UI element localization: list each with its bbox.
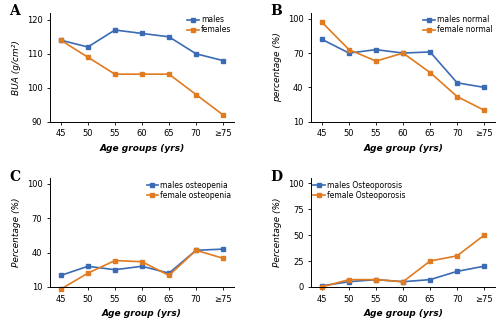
female normal — [346, 48, 352, 52]
females — [58, 38, 64, 42]
females — [166, 72, 172, 76]
males Osteoporosis — [346, 280, 352, 284]
males — [112, 28, 118, 32]
males osteopenia — [112, 268, 118, 272]
female osteopenia — [220, 256, 226, 260]
males osteopenia — [85, 264, 91, 268]
female osteopenia — [193, 248, 199, 252]
males normal — [481, 85, 487, 89]
males Osteoporosis — [427, 278, 433, 282]
Text: A: A — [10, 4, 20, 18]
female Osteoporosis — [427, 259, 433, 263]
males Osteoporosis — [481, 264, 487, 268]
female normal — [454, 95, 460, 98]
males — [193, 52, 199, 56]
males — [220, 59, 226, 63]
Y-axis label: Percentage (%): Percentage (%) — [273, 198, 282, 267]
males normal — [427, 50, 433, 54]
Y-axis label: percentage (%): percentage (%) — [273, 32, 282, 102]
X-axis label: Age group (yrs): Age group (yrs) — [363, 144, 443, 153]
males — [58, 38, 64, 42]
female Osteoporosis — [454, 254, 460, 258]
Line: males osteopenia: males osteopenia — [58, 247, 226, 278]
males normal — [400, 51, 406, 55]
males osteopenia — [193, 248, 199, 252]
female normal — [400, 51, 406, 55]
males osteopenia — [166, 271, 172, 275]
males — [166, 35, 172, 39]
X-axis label: Age groups (yrs): Age groups (yrs) — [100, 144, 184, 153]
males — [85, 45, 91, 49]
females — [193, 93, 199, 96]
males normal — [454, 81, 460, 85]
female osteopenia — [112, 259, 118, 262]
female Osteoporosis — [373, 278, 379, 282]
female osteopenia — [58, 287, 64, 291]
female Osteoporosis — [400, 280, 406, 284]
Line: female osteopenia: female osteopenia — [58, 248, 226, 291]
X-axis label: Age group (yrs): Age group (yrs) — [363, 309, 443, 318]
males Osteoporosis — [373, 278, 379, 282]
males osteopenia — [220, 247, 226, 251]
females — [220, 113, 226, 117]
Line: females: females — [58, 38, 226, 117]
males normal — [346, 51, 352, 55]
female Osteoporosis — [346, 278, 352, 282]
X-axis label: Age group (yrs): Age group (yrs) — [102, 309, 182, 318]
Text: B: B — [270, 4, 282, 18]
Text: D: D — [270, 170, 283, 184]
female normal — [373, 59, 379, 63]
female normal — [481, 108, 487, 112]
female normal — [319, 20, 325, 24]
females — [139, 72, 145, 76]
Legend: males, females: males, females — [186, 15, 232, 35]
males Osteoporosis — [454, 269, 460, 273]
males normal — [373, 48, 379, 52]
female osteopenia — [85, 271, 91, 275]
Legend: males osteopenia, female osteopenia: males osteopenia, female osteopenia — [146, 180, 233, 200]
female Osteoporosis — [319, 285, 325, 289]
female osteopenia — [139, 260, 145, 264]
Line: female Osteoporosis: female Osteoporosis — [320, 233, 486, 289]
Y-axis label: BUA (g/cm²): BUA (g/cm²) — [12, 40, 21, 95]
females — [85, 55, 91, 59]
Text: C: C — [10, 170, 20, 184]
Line: males normal: males normal — [320, 37, 486, 90]
males normal — [319, 37, 325, 41]
Line: female normal: female normal — [320, 20, 486, 113]
Y-axis label: Percentage (%): Percentage (%) — [12, 198, 21, 267]
Legend: males Osteoporosis, female Osteoporosis: males Osteoporosis, female Osteoporosis — [312, 180, 406, 200]
Line: males Osteoporosis: males Osteoporosis — [320, 264, 486, 288]
males Osteoporosis — [319, 284, 325, 288]
females — [112, 72, 118, 76]
female Osteoporosis — [481, 233, 487, 237]
males osteopenia — [58, 274, 64, 277]
males osteopenia — [139, 264, 145, 268]
female osteopenia — [166, 274, 172, 277]
Legend: males normal, female normal: males normal, female normal — [422, 15, 494, 35]
males — [139, 32, 145, 36]
Line: males: males — [58, 28, 226, 63]
males Osteoporosis — [400, 280, 406, 284]
female normal — [427, 70, 433, 74]
